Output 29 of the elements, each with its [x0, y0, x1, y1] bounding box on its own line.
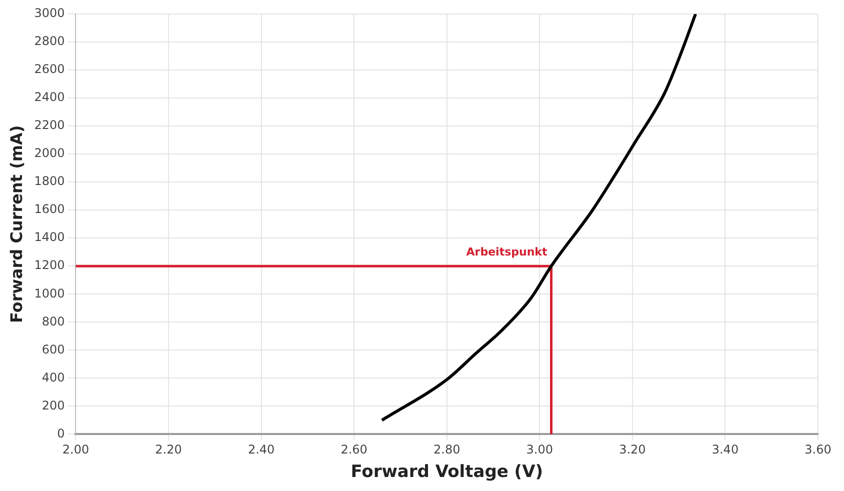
x-axis-title: Forward Voltage (V): [350, 462, 544, 482]
y-axis-title: Forward Current (mA): [6, 125, 26, 323]
x-tick-label: 2.00: [62, 442, 90, 457]
y-tick-label: 2200: [34, 118, 65, 132]
x-tick-label: 3.20: [619, 442, 646, 457]
x-tick-label: 2.20: [155, 442, 182, 457]
y-tick-label: 400: [42, 370, 65, 384]
x-tick-label: 3.40: [712, 442, 739, 457]
x-tick-label: 2.40: [248, 442, 275, 457]
y-tick-label: 2600: [34, 62, 65, 76]
x-tick-label: 3.00: [526, 442, 554, 457]
y-tick-label: 1000: [34, 286, 65, 300]
x-tick-label: 2.60: [340, 442, 368, 457]
y-tick-label: 2400: [34, 90, 65, 104]
x-tick-label: 2.80: [434, 442, 460, 457]
y-tick-label: 0: [57, 426, 65, 440]
line-series: [380, 14, 698, 422]
y-tick-label: 800: [42, 314, 65, 328]
y-tick-label: 1400: [34, 230, 65, 244]
y-tick-label: 3000: [34, 6, 65, 20]
y-tick-label: 2800: [34, 34, 65, 48]
y-tick-label: 1200: [34, 258, 65, 272]
annotation: Arbeitspunkt: [466, 245, 548, 258]
y-tick-label: 200: [42, 398, 65, 412]
y-tick-label: 600: [42, 342, 65, 356]
y-tick-label: 1600: [34, 202, 65, 216]
y-tick-label: 1800: [34, 174, 65, 188]
x-tick-label: 3.60: [804, 442, 832, 457]
y-tick-label: 2000: [34, 146, 65, 160]
